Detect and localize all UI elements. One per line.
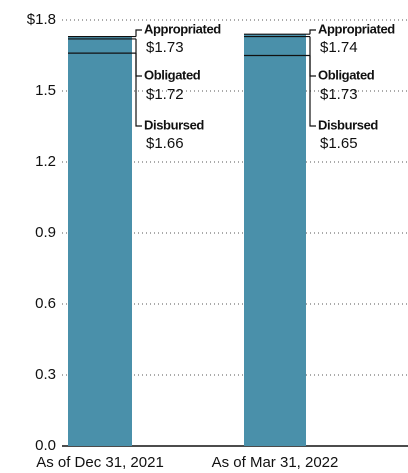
y-tick-label: 1.2 xyxy=(35,153,56,170)
series-label: Obligated xyxy=(144,67,201,82)
value-label: $1.74 xyxy=(320,39,358,56)
value-label: $1.73 xyxy=(320,86,358,103)
connector xyxy=(309,29,316,35)
series-label: Appropriated xyxy=(318,21,395,36)
connector xyxy=(135,29,142,37)
y-tick-label: 0.3 xyxy=(35,366,56,383)
bar xyxy=(68,36,132,447)
y-tick-label: $1.8 xyxy=(27,11,56,28)
x-tick-label: As of Mar 31, 2022 xyxy=(212,454,339,471)
bar xyxy=(244,34,306,446)
value-label: $1.72 xyxy=(146,86,184,103)
connector xyxy=(135,53,142,127)
series-label: Disbursed xyxy=(144,117,204,132)
connector xyxy=(309,36,316,77)
y-tick-label: 1.5 xyxy=(35,82,56,99)
connector xyxy=(135,38,142,77)
y-tick-label: 0.6 xyxy=(35,295,56,312)
series-label: Disbursed xyxy=(318,117,378,132)
x-tick-label: As of Dec 31, 2021 xyxy=(36,454,164,471)
series-label: Appropriated xyxy=(144,21,221,36)
connector xyxy=(309,55,316,127)
value-label: $1.73 xyxy=(146,39,184,56)
y-tick-label: 0.9 xyxy=(35,224,56,241)
series-label: Obligated xyxy=(318,67,375,82)
value-label: $1.65 xyxy=(320,135,358,152)
value-label: $1.66 xyxy=(146,135,184,152)
y-tick-label: 0.0 xyxy=(35,437,56,454)
